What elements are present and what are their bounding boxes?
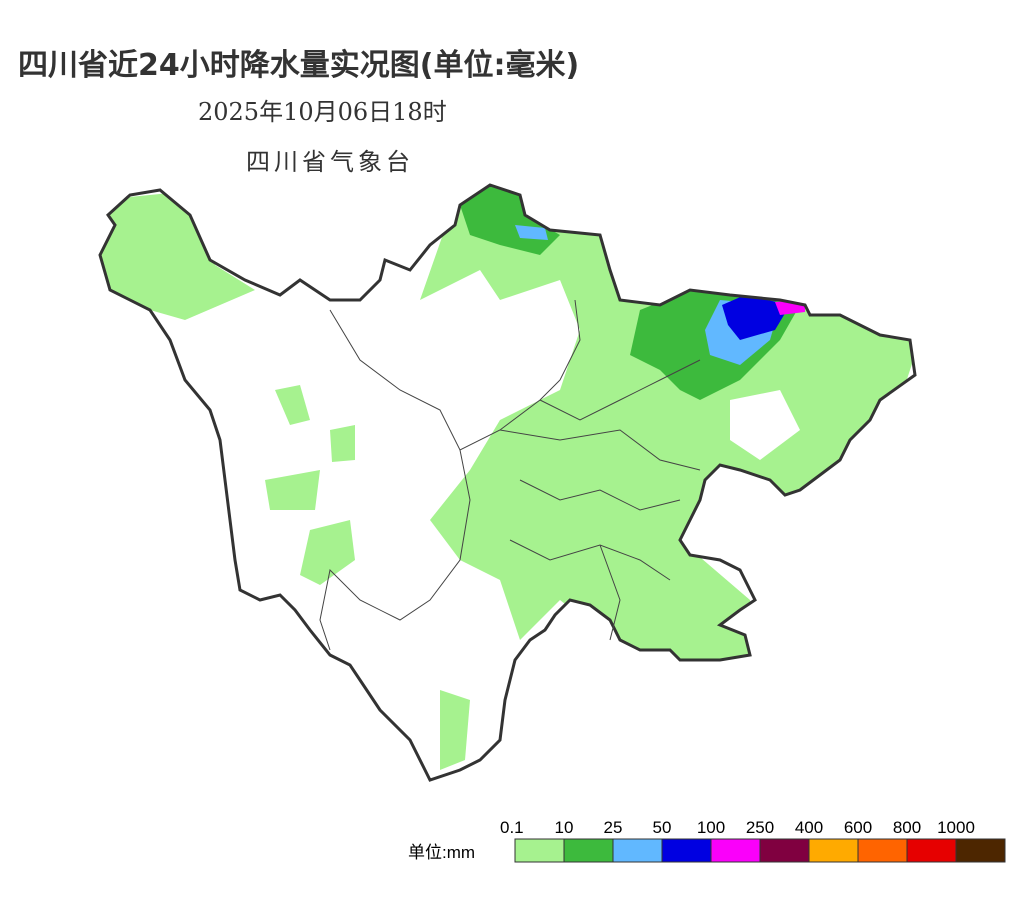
legend: 单位:mm 0.1 10 25 50 100 250 400 600 800 1000: [408, 818, 1006, 863]
legend-swatch: [808, 838, 859, 863]
legend-swatch: [514, 838, 565, 863]
map-title: 四川省近24小时降水量实况图(单位:毫米): [18, 48, 579, 83]
legend-swatch: [563, 838, 614, 863]
legend-label: 600: [844, 818, 872, 837]
legend-label: 400: [795, 818, 823, 837]
legend-swatch: [612, 838, 663, 863]
legend-label: 25: [604, 818, 623, 837]
legend-label: 250: [746, 818, 774, 837]
map-datetime: 2025年10月06日18时: [198, 98, 447, 126]
legend-swatch: [955, 838, 1006, 863]
legend-label: 0.1: [500, 818, 524, 837]
legend-unit: 单位:mm: [408, 843, 475, 862]
legend-swatch: [710, 838, 761, 863]
legend-swatch: [759, 838, 810, 863]
legend-label: 1000: [937, 818, 975, 837]
legend-label: 100: [697, 818, 725, 837]
legend-swatch: [906, 838, 957, 863]
county-borders: [319, 299, 701, 651]
legend-label: 800: [893, 818, 921, 837]
legend-label: 50: [653, 818, 672, 837]
legend-label: 10: [555, 818, 574, 837]
precip-areas: [100, 185, 915, 770]
legend-swatch: [857, 838, 908, 863]
legend-swatch: [661, 838, 712, 863]
map-source: 四川省气象台: [246, 148, 414, 176]
